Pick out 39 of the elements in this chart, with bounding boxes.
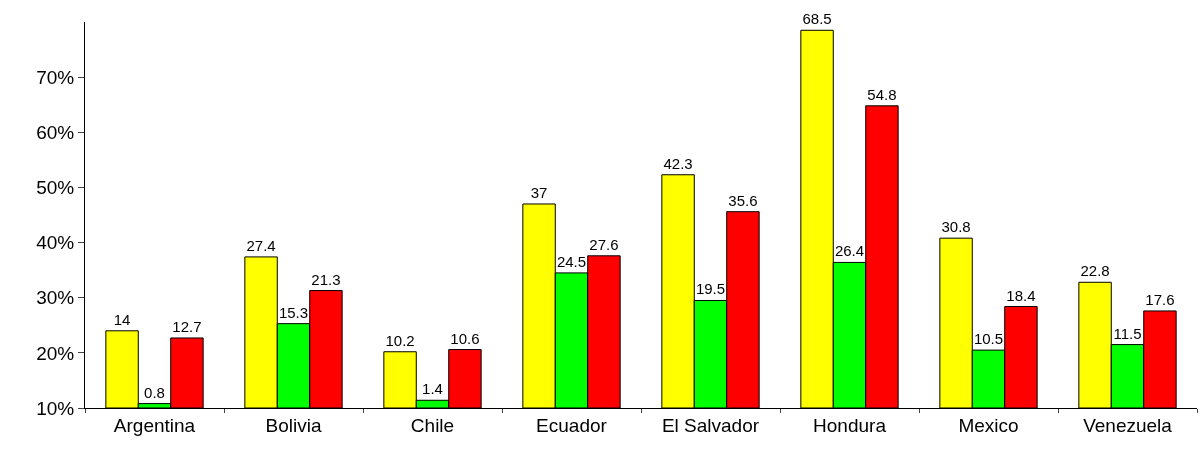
data-label: 18.4 xyxy=(1006,286,1036,304)
data-label: 42.3 xyxy=(663,154,693,172)
x-tick-label: Ecuador xyxy=(536,414,608,436)
data-label: 19.5 xyxy=(695,280,726,298)
y-tick-label: 10% xyxy=(36,397,75,419)
data-label: 27.4 xyxy=(246,236,276,254)
data-label: 27.6 xyxy=(589,235,619,253)
y-tick-label: 40% xyxy=(36,232,75,254)
data-label: 14 xyxy=(113,310,131,328)
data-label: 0.8 xyxy=(144,383,165,401)
x-tick-label: Chile xyxy=(410,414,455,436)
data-label: 15.3 xyxy=(278,303,309,321)
data-label: 10.6 xyxy=(450,329,480,347)
data-label: 11.5 xyxy=(1113,324,1142,342)
x-tick-label: Hondura xyxy=(813,414,887,436)
data-label: 68.5 xyxy=(802,10,832,28)
data-label: 37 xyxy=(530,183,548,201)
x-tick-label: Bolivia xyxy=(265,414,322,436)
data-label: 1.4 xyxy=(422,380,443,398)
data-label: 35.6 xyxy=(728,191,758,209)
data-label: 22.8 xyxy=(1080,262,1110,280)
data-label: 17.6 xyxy=(1145,290,1175,308)
data-label: 21.3 xyxy=(311,270,341,288)
data-label: 10.2 xyxy=(385,331,415,349)
data-label: 10.5 xyxy=(973,330,1004,348)
data-label: 54.8 xyxy=(867,85,897,103)
x-tick-label: Mexico xyxy=(958,414,1019,436)
data-label: 24.5 xyxy=(556,252,587,270)
data-label: 12.7 xyxy=(172,317,202,335)
data-label: 30.8 xyxy=(941,218,971,236)
x-tick-label: Argentina xyxy=(113,414,196,436)
x-tick-label: Venezuela xyxy=(1083,414,1173,436)
x-tick-label: El Salvador xyxy=(661,414,760,436)
y-tick-label: 60% xyxy=(36,121,75,143)
y-tick-label: 50% xyxy=(36,177,75,199)
y-tick-label: 30% xyxy=(36,287,75,309)
y-tick-label: 20% xyxy=(36,342,75,364)
data-label: 26.4 xyxy=(834,242,865,260)
y-tick-label: 70% xyxy=(36,66,75,88)
